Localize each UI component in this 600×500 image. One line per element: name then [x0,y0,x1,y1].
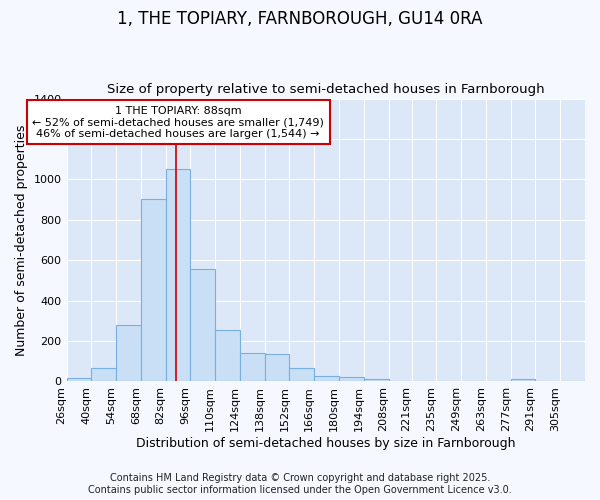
Bar [215,330,240,382]
Bar [364,380,389,382]
Bar [339,378,364,382]
Bar [240,353,265,382]
Bar [166,170,190,382]
Y-axis label: Number of semi-detached properties: Number of semi-detached properties [15,124,28,356]
Text: 1, THE TOPIARY, FARNBOROUGH, GU14 0RA: 1, THE TOPIARY, FARNBOROUGH, GU14 0RA [117,10,483,28]
Bar [141,198,166,382]
Text: Contains HM Land Registry data © Crown copyright and database right 2025.
Contai: Contains HM Land Registry data © Crown c… [88,474,512,495]
Bar [190,270,215,382]
Bar [289,368,314,382]
Text: 1 THE TOPIARY: 88sqm
← 52% of semi-detached houses are smaller (1,749)
46% of se: 1 THE TOPIARY: 88sqm ← 52% of semi-detac… [32,106,324,139]
Bar [116,325,141,382]
Title: Size of property relative to semi-detached houses in Farnborough: Size of property relative to semi-detach… [107,83,545,96]
Bar [511,380,535,382]
Bar [314,376,339,382]
X-axis label: Distribution of semi-detached houses by size in Farnborough: Distribution of semi-detached houses by … [136,437,515,450]
Bar [67,378,91,382]
Bar [91,368,116,382]
Bar [265,354,289,382]
